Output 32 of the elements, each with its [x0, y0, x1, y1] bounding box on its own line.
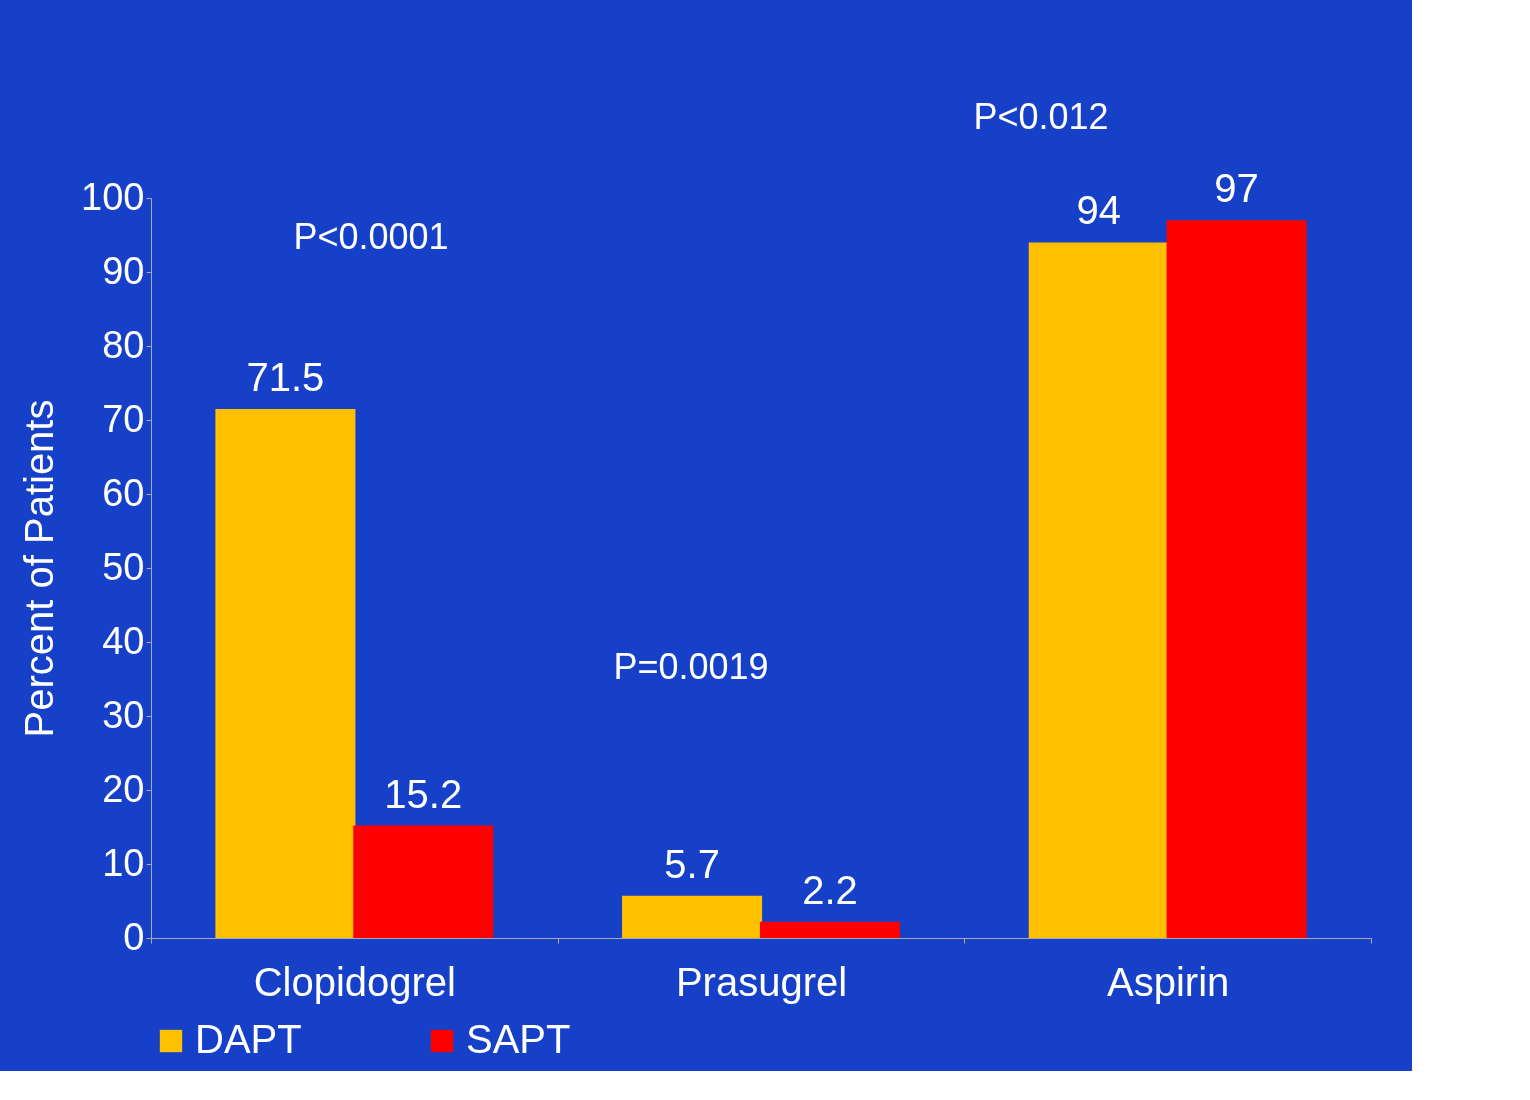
bar [759, 921, 900, 938]
data-label: 71.5 [246, 354, 325, 399]
y-tick-label: 40 [102, 619, 145, 662]
y-tick-label: 90 [102, 249, 145, 292]
x-tick-label: Clopidogrel [253, 959, 457, 1004]
y-tick-label: 20 [102, 767, 145, 810]
x-tick-label: Aspirin [1107, 959, 1230, 1004]
data-label: 15.2 [384, 771, 463, 816]
y-tick-label: 60 [102, 471, 145, 514]
y-tick-label: 100 [81, 175, 145, 218]
bar [353, 825, 494, 938]
y-tick-label: 50 [102, 545, 145, 588]
legend-label: SAPT [466, 1017, 571, 1061]
bar [215, 408, 356, 938]
bar [1028, 242, 1169, 938]
data-label: 2.2 [802, 867, 858, 912]
y-tick-label: 10 [102, 841, 145, 884]
bar [1166, 220, 1307, 938]
bar [622, 895, 763, 938]
annotation: P=0.0019 [613, 646, 769, 687]
y-tick-label: 80 [102, 323, 145, 366]
data-label: 94 [1076, 188, 1121, 233]
legend-label: DAPT [195, 1017, 302, 1061]
y-tick-label: 70 [102, 397, 145, 440]
y-axis-title: Percent of Patients [17, 399, 62, 738]
y-tick-label: 30 [102, 693, 145, 736]
x-tick-label: Prasugrel [675, 959, 848, 1004]
annotation: P<0.0001 [293, 216, 449, 257]
y-tick-label: 0 [123, 915, 145, 958]
data-label: 97 [1214, 166, 1259, 211]
text: P<0.012 [973, 96, 1109, 137]
data-label: 5.7 [664, 841, 720, 886]
